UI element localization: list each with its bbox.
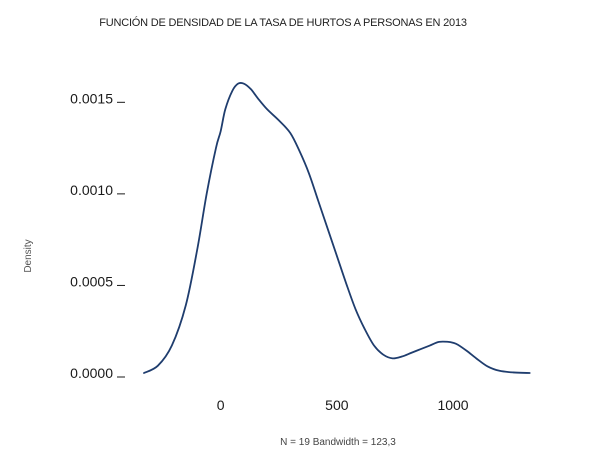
y-tick-label: 0.0010 [70,182,113,198]
x-axis-ticks: 0 500 1000 [217,397,469,413]
y-tick-label: 0.0005 [70,273,113,289]
density-curve [143,81,531,374]
y-axis-label: Density [23,239,34,272]
y-tick-label: 0.0015 [70,90,113,106]
y-tick-label: 0.0000 [70,365,113,381]
y-axis-ticks: 0.0000 0.0005 0.0010 0.0015 [70,90,125,381]
chart-title: FUNCIÓN DE DENSIDAD DE LA TASA DE HURTOS… [99,16,467,29]
x-tick-label: 0 [217,397,225,413]
x-tick-label: 500 [325,397,349,413]
x-tick-label: 1000 [437,397,468,413]
x-axis-label: N = 19 Bandwidth = 123,3 [280,437,396,448]
